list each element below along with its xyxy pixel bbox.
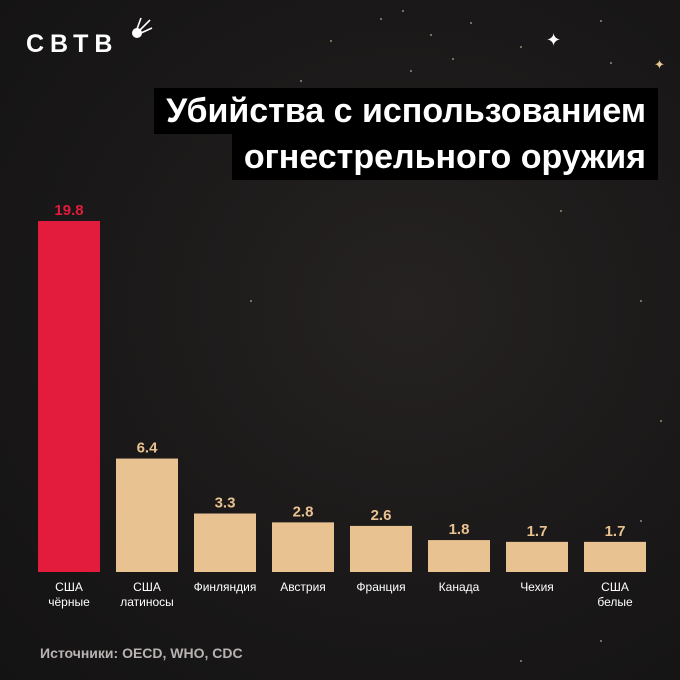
star-dot: [380, 18, 382, 20]
star-dot: [330, 40, 332, 42]
star-dot: [452, 58, 454, 60]
brand-logo: СВТВ: [26, 30, 119, 58]
bar-value-label: 6.4: [137, 440, 159, 457]
category-label: Австрия: [280, 580, 326, 594]
star-dot: [610, 62, 612, 64]
star-dot: [402, 10, 404, 12]
star-dot: [600, 640, 602, 642]
category-label: США: [55, 580, 83, 594]
category-label: США: [133, 580, 161, 594]
sparkle-icon: ✦: [654, 57, 665, 72]
category-label: США: [601, 580, 629, 594]
star-dot: [300, 80, 302, 82]
bar: [38, 221, 100, 572]
bar-value-label: 2.6: [371, 507, 392, 524]
source-note: Источники: OECD, WHO, CDC: [40, 645, 243, 661]
star-dot: [520, 46, 522, 48]
star-dot: [470, 22, 472, 24]
category-label: Финляндия: [194, 580, 257, 594]
star-dot: [640, 520, 642, 522]
bar-value-label: 19.8: [54, 202, 83, 219]
star-dot: [600, 20, 602, 22]
chart-title-line-2: огнестрельного оружия: [231, 134, 658, 180]
bar: [428, 540, 490, 572]
bar-value-label: 3.3: [215, 495, 236, 512]
star-dot: [560, 210, 562, 212]
bar: [272, 522, 334, 572]
bar-value-label: 2.8: [293, 503, 314, 520]
bar-value-label: 1.7: [527, 523, 548, 540]
category-label: Чехия: [520, 580, 554, 594]
satellite-icon: [132, 17, 153, 38]
star-dot: [410, 70, 412, 72]
bar-value-label: 1.7: [605, 523, 626, 540]
category-label: белые: [597, 595, 633, 609]
category-label: латиносы: [120, 595, 174, 609]
bar: [506, 541, 568, 572]
star-dot: [250, 300, 252, 302]
star-dot: [660, 420, 662, 422]
bar-value-label: 1.8: [449, 521, 470, 538]
category-label: Канада: [439, 580, 480, 594]
bar: [350, 525, 412, 572]
chart-title-line-1: Убийства с использованием: [154, 88, 658, 134]
star-dot: [520, 660, 522, 662]
star-dot: [640, 300, 642, 302]
category-label: чёрные: [48, 595, 90, 609]
category-label: Франция: [356, 580, 405, 594]
bar: [584, 541, 646, 572]
sparkle-icon: ✦: [546, 30, 562, 50]
star-dot: [430, 34, 432, 36]
bar: [116, 458, 178, 572]
bar: [194, 513, 256, 572]
